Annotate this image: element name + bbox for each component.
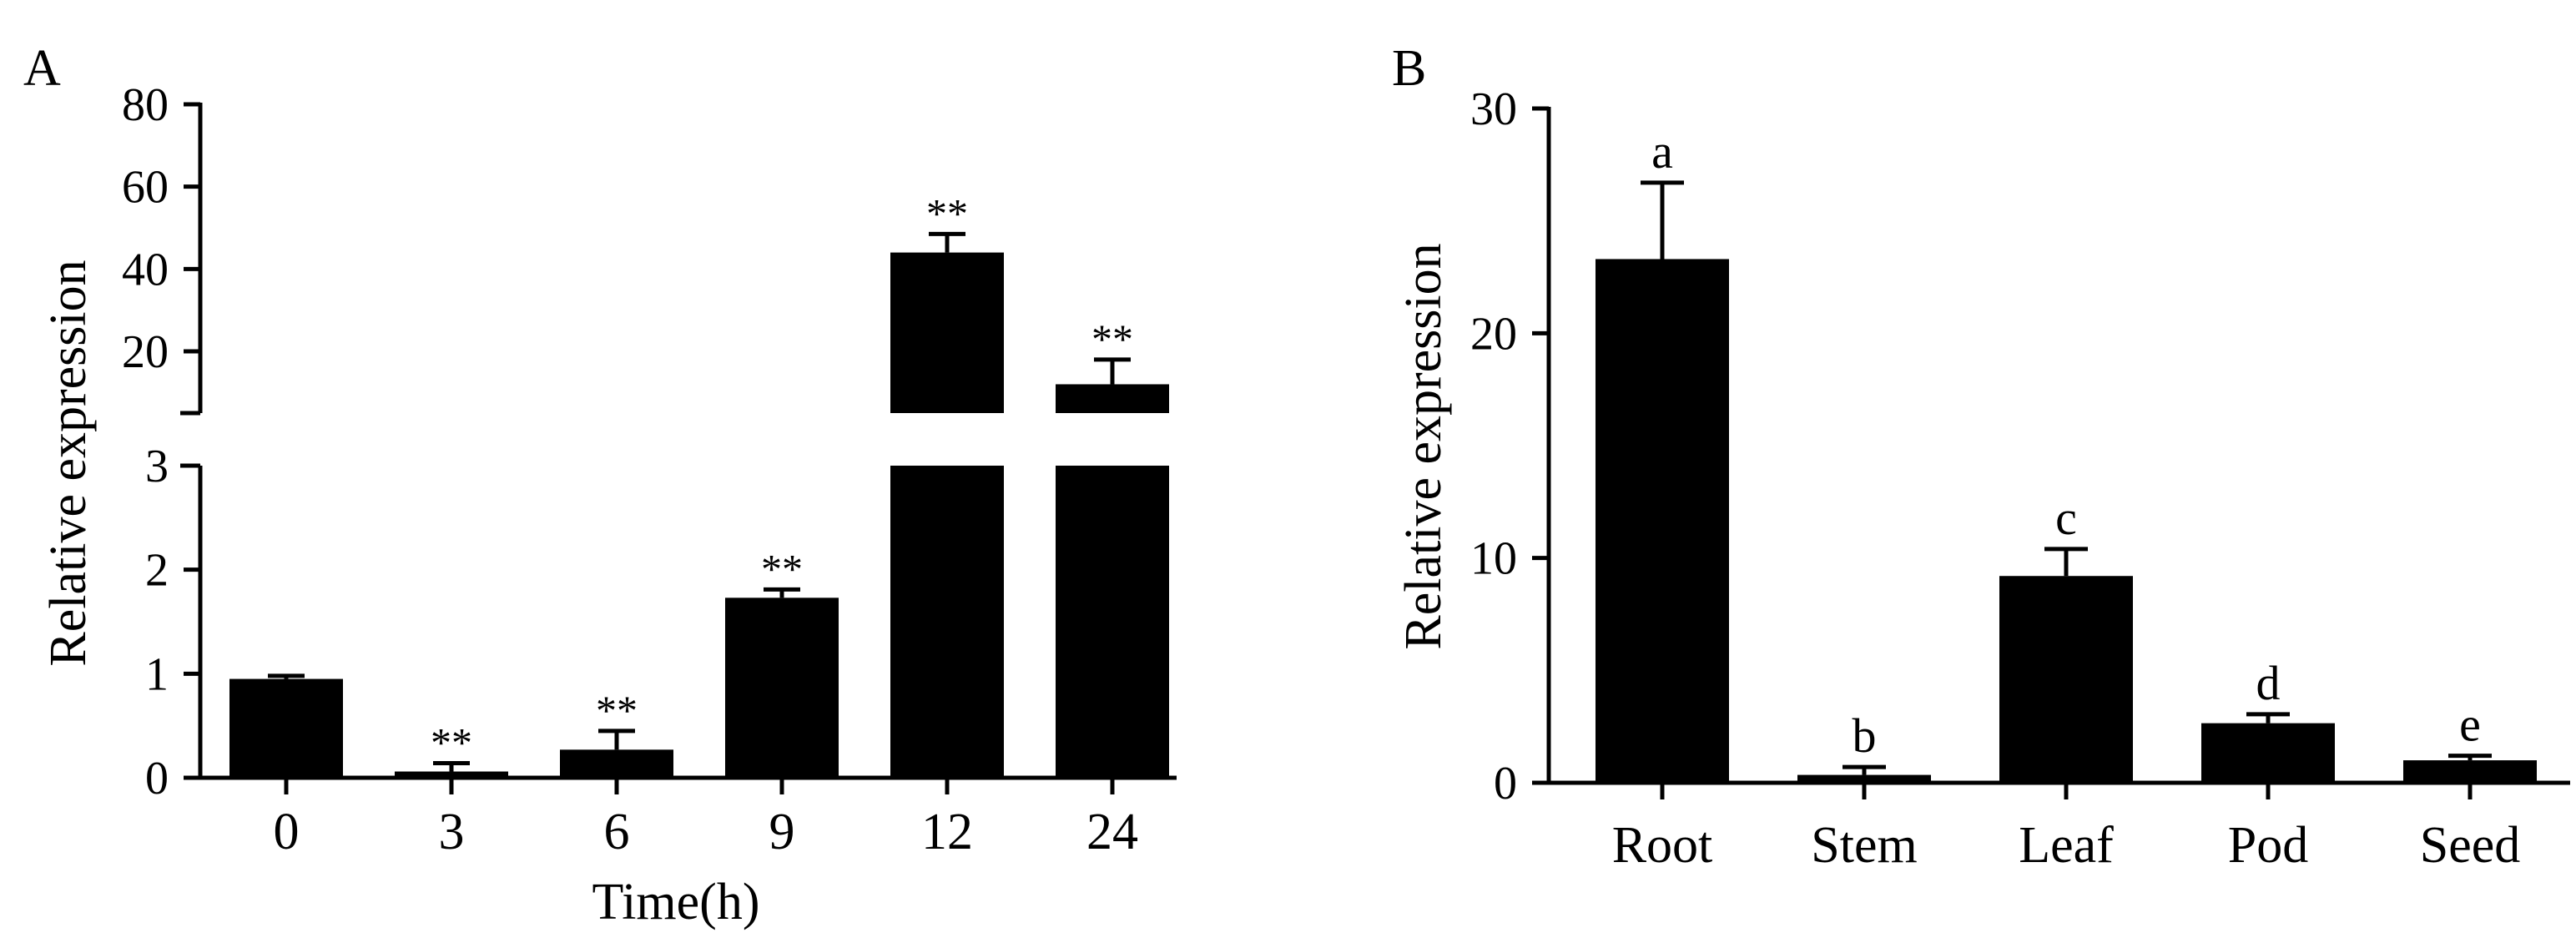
significance-label: ** xyxy=(596,687,638,734)
bar xyxy=(2201,723,2335,783)
panel-b-chart: B Relative expression 0 10 20 30 Root a Stem b… xyxy=(1392,40,2570,874)
x-tick-label: Stem xyxy=(1811,817,1917,874)
significance-label: ** xyxy=(926,189,968,236)
significance-label: a xyxy=(1651,124,1673,179)
panel-a-labels: 0 3 ** 6 ** 9 ** 12 ** 24 ** xyxy=(274,189,1139,860)
panel-b-labels: Root a Stem b Leaf c Pod d Seed e xyxy=(1612,124,2521,874)
y-tick-label: 20 xyxy=(1470,308,1517,360)
x-tick-label: Leaf xyxy=(2019,817,2114,874)
bar xyxy=(1797,774,1931,783)
bar xyxy=(725,598,839,778)
significance-label: ** xyxy=(1091,315,1133,362)
x-tick-label: 9 xyxy=(769,804,795,860)
x-tick-label: 12 xyxy=(921,804,973,860)
panel-a-axes: 0 1 2 3 20 40 60 80 xyxy=(122,79,1177,804)
bar xyxy=(890,252,1004,413)
panel-b-y-axis-title: Relative expression xyxy=(1395,243,1452,649)
significance-label: ** xyxy=(431,719,472,766)
bar xyxy=(229,678,343,778)
bar xyxy=(2403,760,2537,783)
bar xyxy=(395,771,508,778)
significance-label: c xyxy=(2055,491,2077,545)
panel-b-label: B xyxy=(1392,40,1426,97)
x-tick-label: 3 xyxy=(439,804,465,860)
bar xyxy=(560,749,673,778)
significance-label: e xyxy=(2459,698,2481,752)
panel-a-label: A xyxy=(23,40,61,97)
panel-a-chart: A Relative expression Time(h) 0123204060… xyxy=(23,40,1177,930)
y-tick-label: 30 xyxy=(1470,83,1517,135)
x-tick-label: Seed xyxy=(2420,817,2521,874)
y-tick-label: 40 xyxy=(122,244,169,295)
bar xyxy=(1056,466,1169,778)
x-tick-label: 0 xyxy=(274,804,300,860)
y-tick-label: 10 xyxy=(1470,533,1517,585)
y-tick-label: 3 xyxy=(145,441,169,492)
panel-a-y-axis-title: Relative expression xyxy=(40,260,97,666)
panel-a-bars xyxy=(229,231,1169,778)
y-tick-label: 60 xyxy=(122,162,169,214)
significance-label: b xyxy=(1853,708,1877,763)
significance-label: ** xyxy=(761,545,803,592)
panel-b-bars xyxy=(1596,180,2537,783)
bar xyxy=(1596,259,1729,783)
bar xyxy=(890,466,1004,778)
y-tick-label: 20 xyxy=(122,326,169,378)
x-tick-label: 6 xyxy=(604,804,630,860)
bar xyxy=(1056,384,1169,413)
y-tick-label: 0 xyxy=(145,753,169,804)
y-tick-label: 2 xyxy=(145,545,169,597)
y-tick-label: 0 xyxy=(1494,758,1517,809)
x-tick-label: Root xyxy=(1612,817,1713,874)
bar xyxy=(1999,576,2133,783)
x-tick-label: Pod xyxy=(2228,817,2308,874)
y-tick-label: 80 xyxy=(122,79,169,131)
panel-a-x-axis-title: Time(h) xyxy=(592,874,760,930)
significance-label: d xyxy=(2256,656,2281,710)
x-tick-label: 24 xyxy=(1086,804,1138,860)
y-tick-label: 1 xyxy=(145,648,169,700)
